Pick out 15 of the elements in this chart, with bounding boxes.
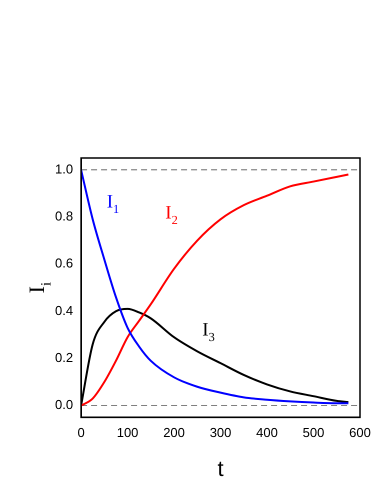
y-tick-label: 0.4 [54, 302, 74, 318]
x-tick-label: 500 [302, 424, 324, 440]
x-tick-label: 0 [77, 424, 85, 440]
x-tick-label: 400 [256, 424, 278, 440]
x-tick-label: 200 [163, 424, 185, 440]
y-tick-label: 0.2 [54, 350, 74, 366]
x-tick-label: 100 [116, 424, 138, 440]
x-tick-label: 600 [349, 424, 371, 440]
x-axis-title: t [217, 456, 224, 481]
y-tick-label: 0.8 [54, 208, 74, 224]
x-tick-label: 300 [210, 424, 232, 440]
y-tick-label: 1.0 [54, 161, 74, 176]
y-axis-title: Ii [24, 282, 55, 294]
y-tick-label: 0.6 [54, 256, 74, 271]
y-tick-label: 0.0 [54, 397, 74, 412]
